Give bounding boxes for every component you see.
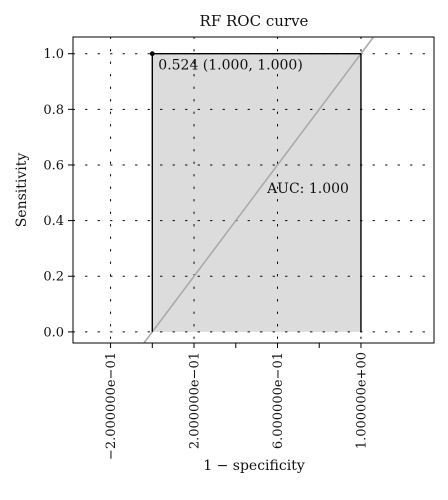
- y-tick-label: 1.0: [43, 47, 64, 62]
- threshold-label: 0.524 (1.000, 1.000): [158, 58, 303, 74]
- chart-title: RF ROC curve: [200, 12, 309, 30]
- x-tick-label: 2.000000e−01: [188, 352, 203, 449]
- y-tick-label: 0.4: [43, 214, 64, 229]
- x-axis-title: 1 − specificity: [203, 458, 305, 474]
- x-tick-label: 6.000000e−01: [271, 352, 286, 449]
- diagonal-reference-line: [143, 36, 375, 344]
- y-axis-title: Sensitivity: [14, 153, 30, 228]
- x-tick-label: −2.000000e−01: [104, 352, 119, 460]
- y-tick-label: 0.2: [43, 270, 64, 285]
- plot-area: 0.524 (1.000, 1.000) AUC: 1.000 0.0 0.2 0.4 0…: [43, 36, 435, 460]
- x-tick-label: 1.000000e+00: [354, 352, 369, 449]
- y-tick-label: 0.0: [43, 325, 64, 340]
- plot-frame: [72, 36, 435, 344]
- auc-label: AUC: 1.000: [266, 181, 349, 197]
- threshold-point: [149, 51, 155, 57]
- y-tick-label: 0.6: [43, 158, 64, 173]
- y-tick-label: 0.8: [43, 103, 64, 118]
